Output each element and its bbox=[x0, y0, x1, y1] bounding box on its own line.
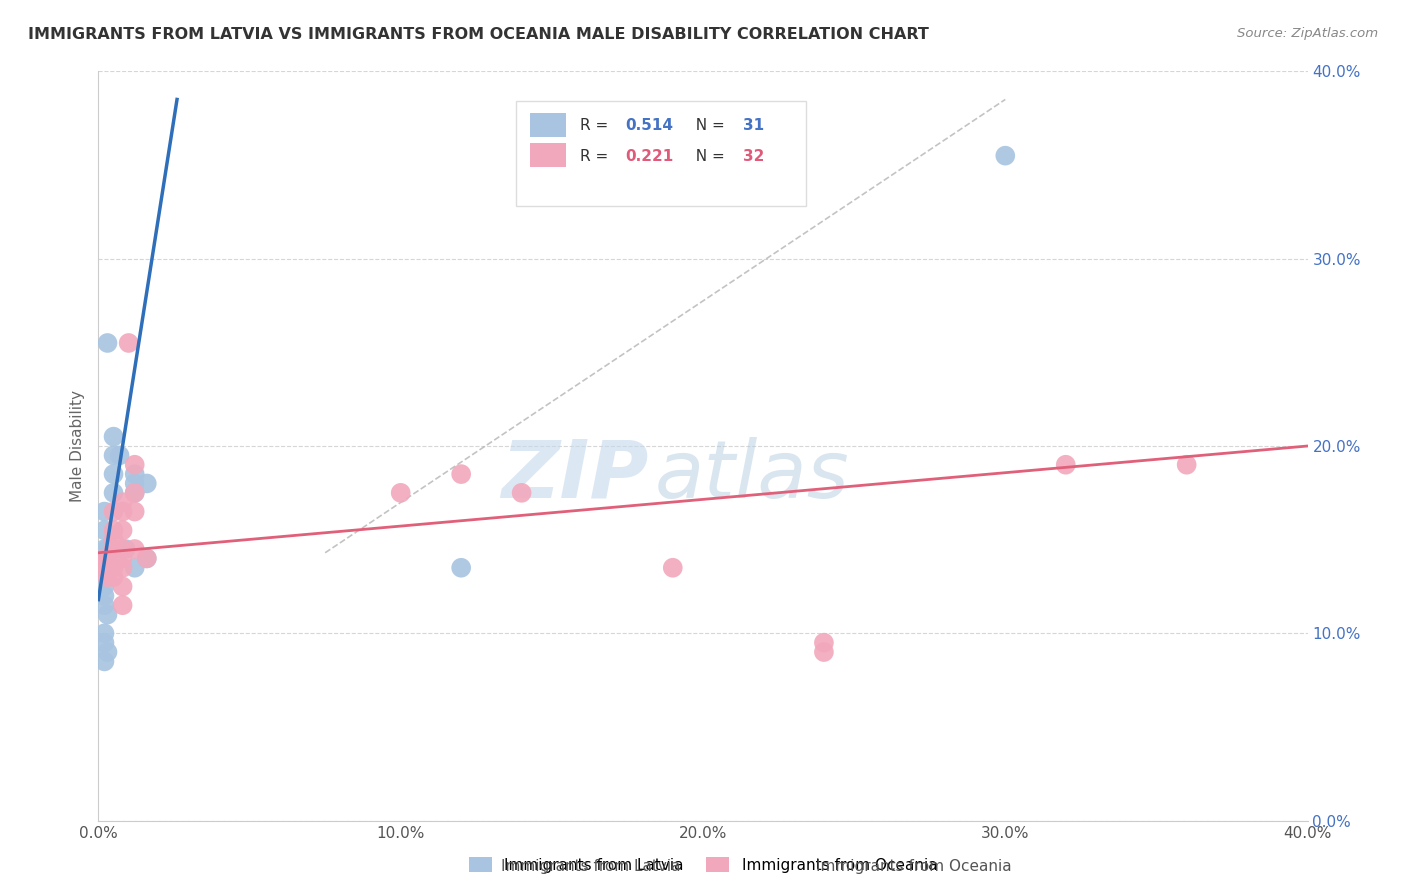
Point bbox=[813, 645, 835, 659]
Point bbox=[111, 580, 134, 594]
Text: 32: 32 bbox=[742, 149, 765, 163]
Point bbox=[93, 570, 115, 584]
Point bbox=[96, 570, 118, 584]
Point bbox=[135, 476, 157, 491]
Point bbox=[108, 449, 131, 463]
Point bbox=[111, 542, 134, 557]
Point bbox=[103, 570, 125, 584]
Point bbox=[93, 561, 115, 575]
Text: IMMIGRANTS FROM LATVIA VS IMMIGRANTS FROM OCEANIA MALE DISABILITY CORRELATION CH: IMMIGRANTS FROM LATVIA VS IMMIGRANTS FRO… bbox=[28, 27, 929, 42]
Point bbox=[93, 589, 115, 603]
Point bbox=[124, 561, 146, 575]
Point bbox=[510, 486, 533, 500]
Point bbox=[124, 486, 146, 500]
Bar bbox=[530, 113, 567, 137]
Text: Immigrants from Oceania: Immigrants from Oceania bbox=[815, 859, 1012, 874]
Point bbox=[96, 336, 118, 351]
Point bbox=[994, 149, 1017, 163]
Point bbox=[135, 551, 157, 566]
Point bbox=[100, 561, 122, 575]
Y-axis label: Male Disability: Male Disability bbox=[70, 390, 86, 502]
Point bbox=[96, 645, 118, 659]
Text: R =: R = bbox=[579, 118, 613, 133]
Point bbox=[103, 561, 125, 575]
Text: 0.221: 0.221 bbox=[626, 149, 673, 163]
Point bbox=[118, 336, 141, 351]
Point bbox=[450, 467, 472, 482]
Text: R =: R = bbox=[579, 149, 613, 163]
Point bbox=[96, 542, 118, 557]
Text: 31: 31 bbox=[742, 118, 763, 133]
Text: atlas: atlas bbox=[655, 437, 849, 515]
Point bbox=[103, 505, 125, 519]
Point bbox=[103, 430, 125, 444]
Point bbox=[1175, 458, 1198, 472]
Point bbox=[96, 607, 118, 622]
Point bbox=[96, 551, 118, 566]
Text: N =: N = bbox=[686, 118, 730, 133]
Point bbox=[124, 505, 146, 519]
Point bbox=[103, 524, 125, 538]
Point bbox=[135, 551, 157, 566]
Point bbox=[103, 449, 125, 463]
Point bbox=[111, 599, 134, 613]
Point bbox=[93, 505, 115, 519]
Point bbox=[96, 561, 118, 575]
Text: 0.514: 0.514 bbox=[626, 118, 673, 133]
Point bbox=[1054, 458, 1077, 472]
Point bbox=[111, 551, 134, 566]
Point bbox=[124, 476, 146, 491]
Point bbox=[103, 486, 125, 500]
Point bbox=[96, 551, 118, 566]
Point bbox=[93, 551, 115, 566]
Point bbox=[93, 542, 115, 557]
Point bbox=[111, 524, 134, 538]
Point bbox=[450, 561, 472, 575]
Text: ZIP: ZIP bbox=[501, 437, 648, 515]
Text: Immigrants from Latvia: Immigrants from Latvia bbox=[501, 859, 681, 874]
Point bbox=[93, 524, 115, 538]
Point bbox=[661, 561, 683, 575]
Point bbox=[111, 561, 134, 575]
Point bbox=[93, 599, 115, 613]
Point bbox=[114, 542, 136, 557]
Point bbox=[111, 495, 134, 509]
Point bbox=[389, 486, 412, 500]
Point bbox=[124, 458, 146, 472]
Point bbox=[103, 542, 125, 557]
Point bbox=[93, 561, 115, 575]
Point bbox=[93, 580, 115, 594]
Point bbox=[103, 467, 125, 482]
Legend: Immigrants from Latvia, Immigrants from Oceania: Immigrants from Latvia, Immigrants from … bbox=[461, 849, 945, 880]
Point bbox=[124, 542, 146, 557]
Point bbox=[124, 467, 146, 482]
Text: Source: ZipAtlas.com: Source: ZipAtlas.com bbox=[1237, 27, 1378, 40]
Point bbox=[93, 626, 115, 640]
FancyBboxPatch shape bbox=[516, 102, 806, 206]
Point bbox=[813, 635, 835, 649]
Text: N =: N = bbox=[686, 149, 730, 163]
Point bbox=[103, 533, 125, 547]
Point bbox=[93, 635, 115, 649]
Point bbox=[93, 655, 115, 669]
Bar bbox=[530, 144, 567, 168]
Point bbox=[111, 505, 134, 519]
Point bbox=[124, 486, 146, 500]
